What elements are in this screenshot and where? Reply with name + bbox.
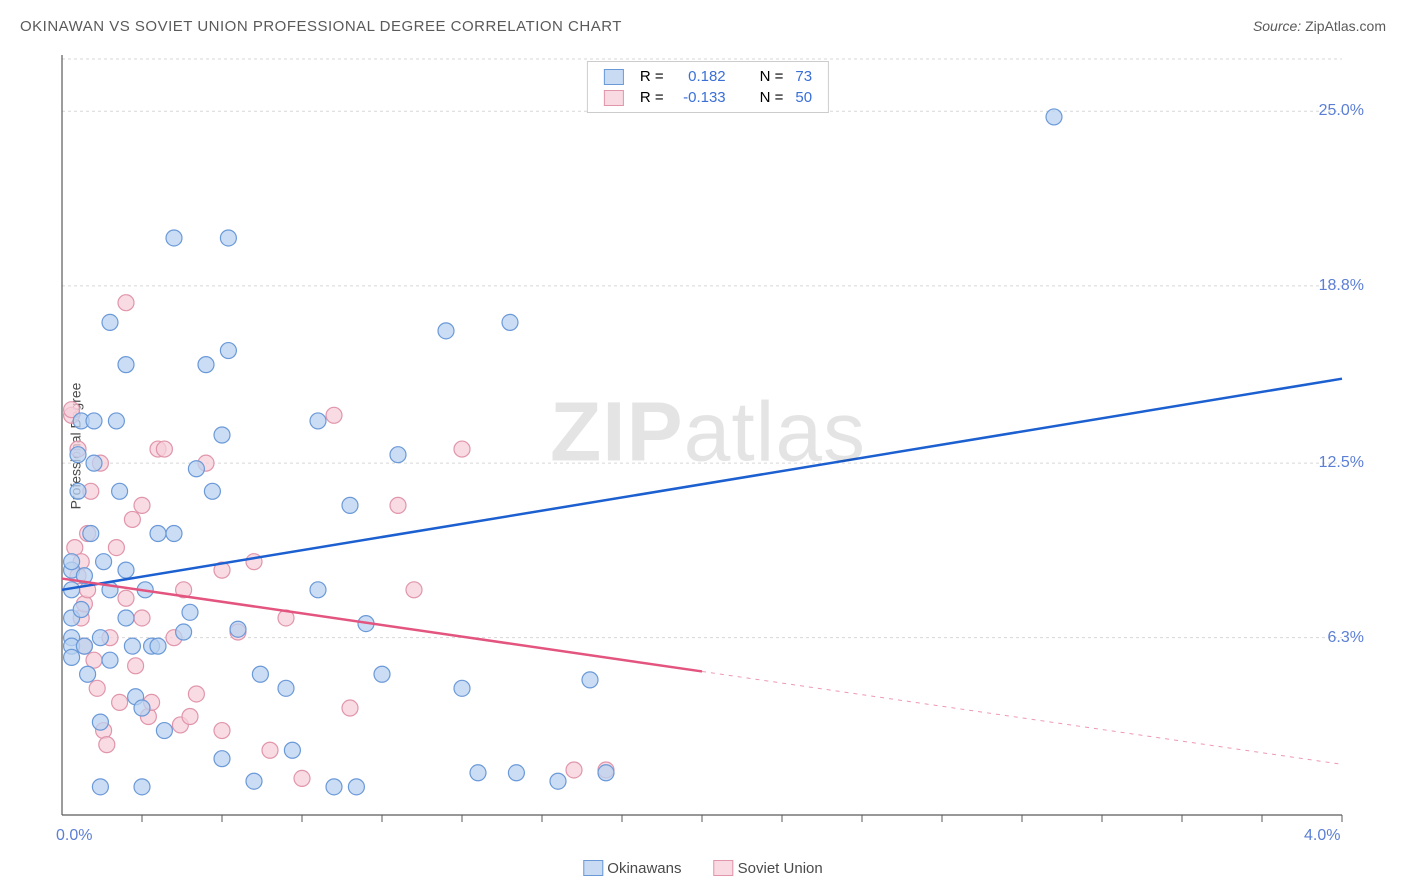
r-value-okinawans: 0.182 (670, 66, 732, 87)
x-max-label: 4.0% (1304, 827, 1340, 845)
stats-row-soviet: R = -0.133 N = 50 (598, 87, 818, 108)
chart-area: ZIPatlas R = 0.182 N = 73 R = -0.133 N =… (48, 55, 1368, 840)
legend-item-okinawans: Okinawans (583, 860, 681, 877)
stats-legend: R = 0.182 N = 73 R = -0.133 N = 50 (587, 61, 829, 113)
y-tick-label: 6.3% (1328, 629, 1364, 647)
source-name: ZipAtlas.com (1305, 18, 1386, 34)
swatch-okinawans (604, 69, 624, 85)
x-min-label: 0.0% (56, 827, 92, 845)
swatch-soviet-icon (714, 860, 734, 876)
n-value-soviet: 50 (789, 87, 818, 108)
legend-label: Soviet Union (738, 860, 823, 877)
legend-label: Okinawans (607, 860, 681, 877)
chart-svg (48, 55, 1368, 840)
chart-title: OKINAWAN VS SOVIET UNION PROFESSIONAL DE… (20, 18, 622, 35)
swatch-okinawans-icon (583, 860, 603, 876)
r-value-soviet: -0.133 (670, 87, 732, 108)
y-tick-label: 25.0% (1319, 102, 1364, 120)
r-label: R = (634, 87, 670, 108)
n-value-okinawans: 73 (789, 66, 818, 87)
stats-row-okinawans: R = 0.182 N = 73 (598, 66, 818, 87)
r-label: R = (634, 66, 670, 87)
source-attrib: Source: ZipAtlas.com (1253, 18, 1386, 34)
legend-item-soviet: Soviet Union (714, 860, 823, 877)
y-tick-label: 18.8% (1319, 277, 1364, 295)
swatch-soviet (604, 90, 624, 106)
y-tick-label: 12.5% (1319, 454, 1364, 472)
source-label: Source: (1253, 18, 1301, 34)
n-label: N = (754, 66, 790, 87)
series-legend: Okinawans Soviet Union (569, 860, 836, 881)
n-label: N = (754, 87, 790, 108)
